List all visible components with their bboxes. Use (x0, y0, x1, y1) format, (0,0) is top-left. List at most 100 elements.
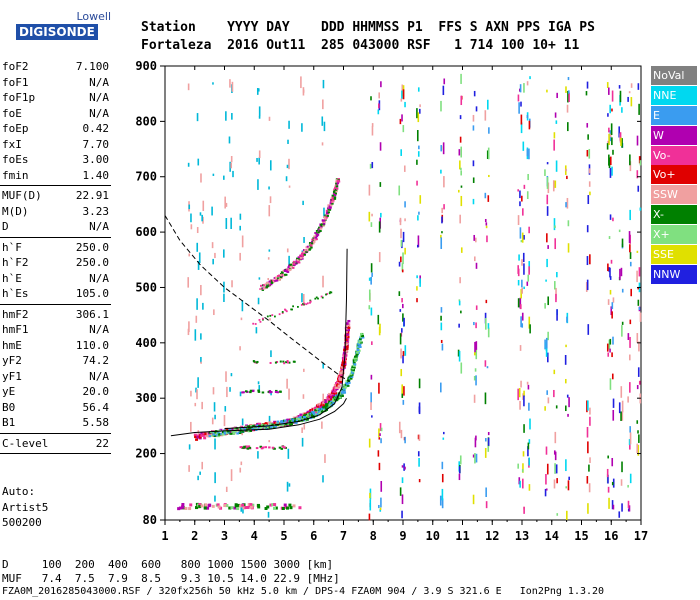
f-ordinary-echo (341, 361, 345, 364)
f-extraordinary-echo (297, 417, 301, 420)
noise-mark (529, 324, 531, 334)
auto-label: Auto: (2, 485, 36, 498)
noise-mark (379, 142, 382, 151)
noise-mark (417, 215, 419, 221)
noise-mark (404, 436, 406, 444)
f-extraordinary-echo (328, 403, 331, 406)
param-row: foF2 7.100 (0, 59, 111, 75)
noise-mark (521, 195, 523, 202)
f-second-hop-echo (313, 238, 317, 241)
noise-mark (565, 202, 567, 208)
param-value: N/A (89, 369, 109, 383)
noise-mark (459, 160, 461, 170)
noise-mark (188, 465, 190, 472)
noise-mark (257, 381, 260, 385)
noise-mark (522, 463, 524, 473)
f-extraordinary-echo (349, 373, 353, 376)
noise-mark (609, 104, 611, 114)
f-second-hop-echo (315, 235, 319, 238)
noise-mark (474, 368, 477, 372)
f-second-hop-echo (279, 276, 283, 279)
noise-mark (321, 421, 323, 429)
noise-mark (368, 438, 371, 448)
noise-mark (459, 136, 462, 143)
x-tick-label: 14 (545, 529, 559, 543)
noise-mark (473, 256, 476, 262)
noise-mark (565, 344, 567, 348)
f-extraordinary-echo (267, 425, 270, 429)
f-extraordinary-echo (233, 427, 237, 430)
f-echo-mark (309, 299, 312, 302)
noise-mark (402, 125, 405, 133)
noise-mark (442, 142, 445, 155)
noise-mark (322, 99, 324, 110)
noise-mark (636, 250, 639, 253)
es-echo-mark (236, 507, 240, 511)
noise-mark (370, 276, 372, 285)
param-row: h`F2 250.0 (0, 255, 111, 271)
f-ordinary-echo (193, 433, 197, 437)
y-tick-label: 700 (135, 170, 157, 184)
noise-mark (401, 263, 404, 272)
e-echo-mark (257, 390, 261, 393)
f-echo-mark (309, 301, 311, 304)
param-row: yF2 74.2 (0, 353, 111, 369)
noise-mark (546, 206, 549, 216)
f-extraordinary-echo (221, 430, 225, 434)
noise-mark (241, 235, 244, 248)
f-extraordinary-echo (330, 402, 334, 405)
f-second-hop-echo (333, 194, 337, 197)
noise-mark (212, 82, 214, 85)
f-ordinary-echo (261, 427, 265, 430)
f-second-hop-echo (292, 266, 295, 269)
f-ordinary-echo (195, 438, 199, 441)
noise-mark (378, 221, 381, 233)
f-echo-mark (278, 313, 281, 316)
noise-mark (418, 406, 421, 413)
noise-mark (401, 465, 404, 468)
f-extraordinary-echo (273, 426, 276, 429)
f-second-hop-echo (322, 219, 326, 222)
noise-mark (522, 141, 525, 151)
noise-mark (404, 101, 406, 108)
e-echo-mark (285, 361, 288, 364)
noise-mark (546, 390, 548, 395)
noise-mark (638, 267, 641, 277)
f-second-hop-echo (314, 236, 317, 239)
noise-mark (612, 336, 614, 345)
y-tick-label: 200 (135, 447, 157, 461)
e-echo-mark (288, 361, 291, 364)
param-value: 250.0 (75, 256, 109, 269)
noise-mark (303, 424, 306, 430)
noise-mark (609, 267, 611, 278)
e-echo-mark (282, 360, 285, 363)
param-key: foEs (2, 153, 29, 166)
e-echo-mark (245, 445, 248, 448)
noise-mark (399, 118, 402, 125)
noise-mark (627, 396, 629, 403)
f-ordinary-echo (344, 349, 348, 353)
noise-mark (636, 333, 639, 343)
param-key: h`Es (2, 287, 29, 300)
param-separator (0, 453, 111, 454)
noise-mark (485, 487, 487, 498)
param-key: yE (2, 385, 16, 398)
f-second-hop-echo (329, 202, 332, 205)
e-echo-mark (246, 447, 250, 450)
es-echo-mark (247, 502, 251, 506)
f-ordinary-echo (346, 335, 350, 339)
es-echo-mark (223, 504, 227, 508)
f-second-hop-echo (319, 230, 322, 232)
f-extraordinary-echo (343, 390, 346, 393)
noise-mark (553, 218, 556, 231)
noise-mark (378, 504, 380, 509)
f-extraordinary-echo (332, 401, 336, 405)
f-extraordinary-echo (346, 383, 349, 386)
noise-mark (555, 405, 558, 409)
param-row: h`Es 105.0 (0, 286, 111, 302)
noise-mark (487, 327, 490, 338)
noise-mark (440, 100, 442, 112)
noise-mark (473, 234, 476, 241)
f-second-hop-echo (266, 281, 270, 284)
f-extraordinary-echo (208, 431, 212, 434)
